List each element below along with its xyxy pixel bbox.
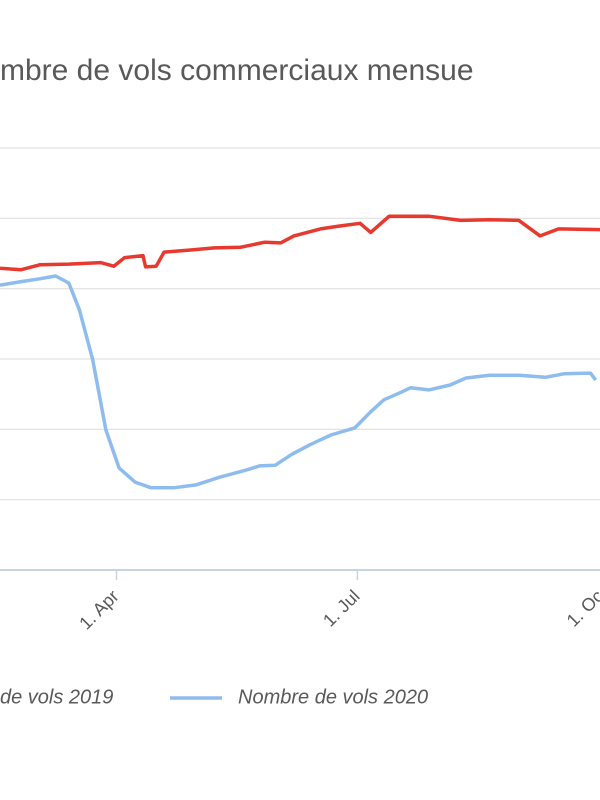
x-tick-label: 1. Oc <box>563 586 600 631</box>
x-tick-label: 1. Jul <box>319 586 364 631</box>
x-tick-label: 1. Apr <box>75 586 122 633</box>
legend-label: de vols 2019 <box>0 686 113 708</box>
series-line <box>0 214 600 272</box>
legend-label: Nombre de vols 2020 <box>238 686 428 708</box>
series-line <box>0 274 598 490</box>
chart-title: mbre de vols commerciaux mensue <box>0 54 474 87</box>
